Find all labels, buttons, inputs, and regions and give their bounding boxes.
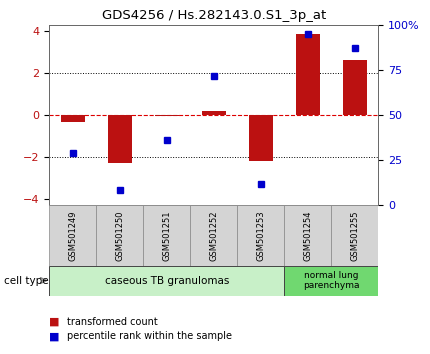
Text: GSM501252: GSM501252 <box>209 210 218 261</box>
Bar <box>284 266 378 296</box>
Text: normal lung
parenchyma: normal lung parenchyma <box>303 271 359 290</box>
Text: GSM501255: GSM501255 <box>350 210 359 261</box>
Bar <box>249 115 273 161</box>
Text: GSM501253: GSM501253 <box>256 210 265 261</box>
Text: ■: ■ <box>49 331 60 341</box>
Bar <box>343 61 367 115</box>
Bar <box>108 115 132 163</box>
Text: GSM501250: GSM501250 <box>115 210 124 261</box>
Text: transformed count: transformed count <box>67 317 157 327</box>
Text: GSM501249: GSM501249 <box>68 210 77 261</box>
Bar <box>284 205 332 266</box>
Bar <box>61 115 85 122</box>
Text: ■: ■ <box>49 317 60 327</box>
Bar <box>237 205 284 266</box>
Text: cell type: cell type <box>4 275 49 286</box>
Bar <box>332 205 378 266</box>
Text: GSM501254: GSM501254 <box>304 210 313 261</box>
Text: caseous TB granulomas: caseous TB granulomas <box>105 275 229 286</box>
Bar <box>96 205 144 266</box>
Bar <box>190 205 237 266</box>
Text: percentile rank within the sample: percentile rank within the sample <box>67 331 232 341</box>
Bar <box>144 205 190 266</box>
Text: GSM501251: GSM501251 <box>163 210 172 261</box>
Bar <box>296 34 319 115</box>
Bar <box>49 266 284 296</box>
Bar <box>202 111 226 115</box>
Title: GDS4256 / Hs.282143.0.S1_3p_at: GDS4256 / Hs.282143.0.S1_3p_at <box>102 9 326 22</box>
Bar <box>155 115 179 116</box>
Bar <box>49 205 96 266</box>
